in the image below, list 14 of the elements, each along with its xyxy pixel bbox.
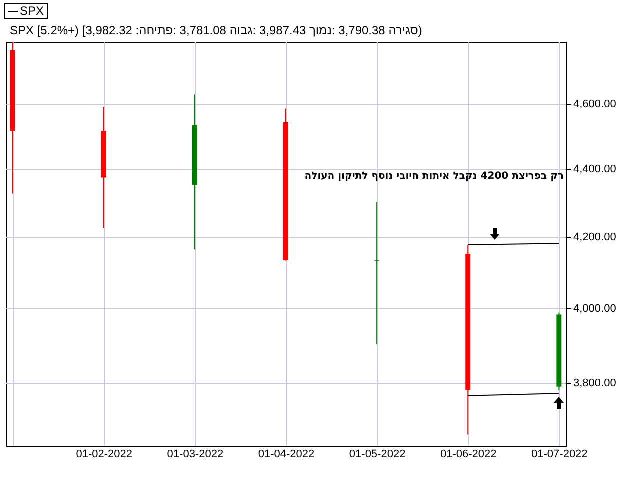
chart-title: SPX [5.2%+) [3,982.32 :סגירה 3,790.38 :נמוך 3,987.43 :גבוה 3,781.08 :פתיחה) (10, 24, 422, 38)
y-tick-label: 3,800.00 (574, 378, 616, 390)
x-tick-label: 01-04-2022 (258, 448, 315, 460)
y-tick-label: 4,200.00 (574, 232, 616, 244)
x-tick-label: 01-03-2022 (167, 448, 224, 460)
x-tick-label: 01-05-2022 (349, 448, 406, 460)
x-tick-label: 01-07-2022 (532, 448, 588, 460)
x-tick-label: 01-06-2022 (440, 448, 497, 460)
x-tick-label: 01-02-2022 (76, 448, 133, 460)
text: SPX (20, 4, 44, 18)
y-tick-label: 4,400.00 (574, 164, 616, 176)
y-tick-label: 4,600.00 (574, 98, 616, 111)
y-tick-label: 4,000.00 (574, 302, 616, 315)
annotation: רק בפריצת 4200 נקבל איתות חיובי נוסף לתיקון העולה (304, 171, 564, 182)
